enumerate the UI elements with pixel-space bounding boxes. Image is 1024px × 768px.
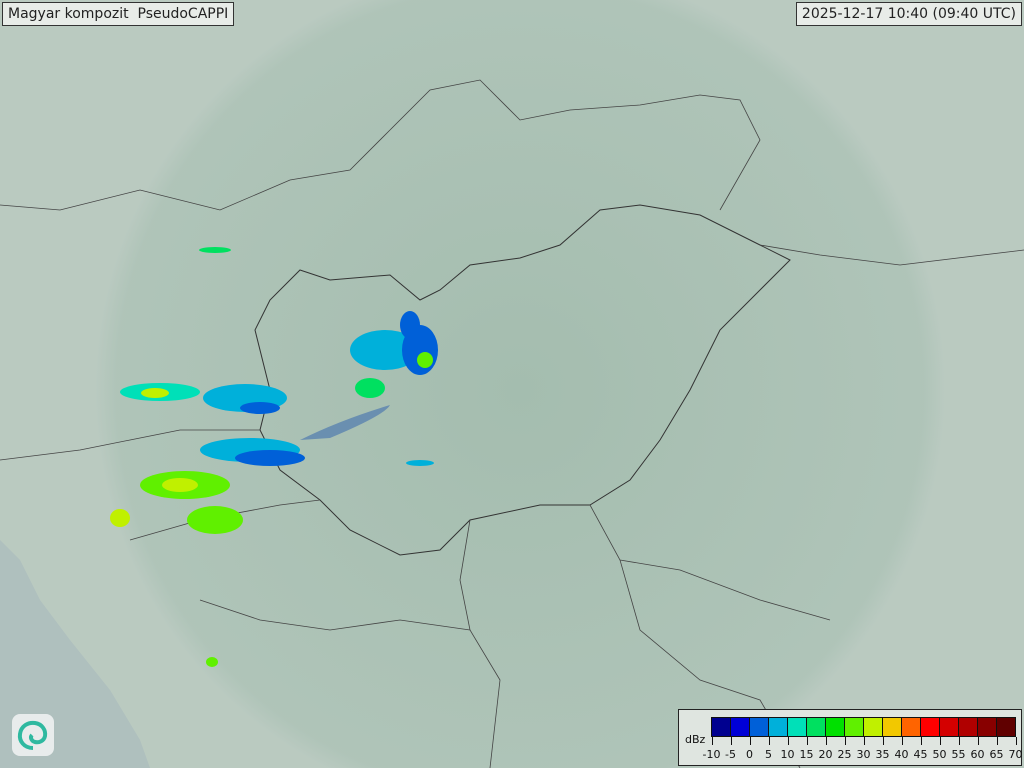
legend-swatch [997,718,1015,736]
legend-tick-label: 70 [1008,748,1023,761]
legend-tick-label: 60 [970,748,985,761]
legend-swatch [845,718,864,736]
timestamp: 2025-12-17 10:40 (09:40 UTC) [795,2,1022,26]
legend-ticks: -10 -5 0 5 10 15 20 25 30 35 40 45 50 55 60 65 70 [703,737,1023,763]
legend-tick-mark [844,737,846,745]
echo-cell [141,388,169,398]
legend-tick-mark [996,737,998,745]
radar-echoes [110,247,438,667]
legend-tick-label: 5 [765,748,772,761]
legend-tick-label: 20 [818,748,833,761]
legend-tick-mark [806,737,808,745]
echo-cell [206,657,218,667]
lake-balaton [300,405,390,440]
legend-swatch [940,718,959,736]
product-title: Magyar kompozit PseudoCAPPI [2,2,235,26]
legend-swatch [750,718,769,736]
legend-swatch [769,718,788,736]
legend-tick-label: 10 [780,748,795,761]
legend-tick-mark [730,737,732,745]
legend-tick-label: 45 [913,748,928,761]
legend-swatch [788,718,807,736]
legend-swatch [712,718,731,736]
legend-tick-mark [787,737,789,745]
legend-tick-mark [920,737,922,745]
country-borders [0,79,1024,768]
echo-cell [355,378,385,398]
legend-tick-mark [1015,737,1017,745]
spiral-logo-icon [12,714,54,756]
echo-cell [400,311,420,339]
legend-tick-label: -5 [725,748,736,761]
legend-tick-label: 50 [932,748,947,761]
legend-tick-label: 35 [875,748,890,761]
legend-swatch [864,718,883,736]
legend-swatch [959,718,978,736]
legend-tick-label: 0 [746,748,753,761]
echo-cell [235,450,305,466]
echo-cell [240,402,280,414]
echo-cell [417,352,433,368]
echo-cell [350,330,420,370]
legend-swatch [807,718,826,736]
legend-tick-mark [958,737,960,745]
dbz-color-legend: dBz -10 -5 0 5 10 15 20 25 30 35 40 45 50 55 60 65 70 [678,709,1023,766]
legend-swatch [731,718,750,736]
legend-unit: dBz [685,733,706,746]
legend-tick-label: 30 [856,748,871,761]
legend-swatch [883,718,902,736]
echo-cell [162,478,198,492]
legend-tick-mark [711,737,713,745]
legend-tick-label: 25 [837,748,852,761]
legend-tick-mark [901,737,903,745]
echo-cell [406,460,434,466]
legend-tick-label: 65 [989,748,1004,761]
legend-tick-mark [939,737,941,745]
legend-tick-mark [749,737,751,745]
echo-cell [110,509,130,527]
legend-color-bar [711,717,1016,737]
legend-tick-label: 40 [894,748,909,761]
legend-swatch [826,718,845,736]
legend-tick-mark [825,737,827,745]
echo-cell [199,247,231,253]
echo-cell [187,506,243,534]
legend-tick-mark [768,737,770,745]
legend-tick-mark [977,737,979,745]
legend-tick-mark [882,737,884,745]
legend-swatch [902,718,921,736]
legend-tick-label: 55 [951,748,966,761]
legend-tick-label: -10 [702,748,721,761]
legend-tick-mark [863,737,865,745]
legend-tick-label: 15 [799,748,814,761]
hungary-border [254,204,791,556]
legend-swatch [978,718,997,736]
legend-swatch [921,718,940,736]
